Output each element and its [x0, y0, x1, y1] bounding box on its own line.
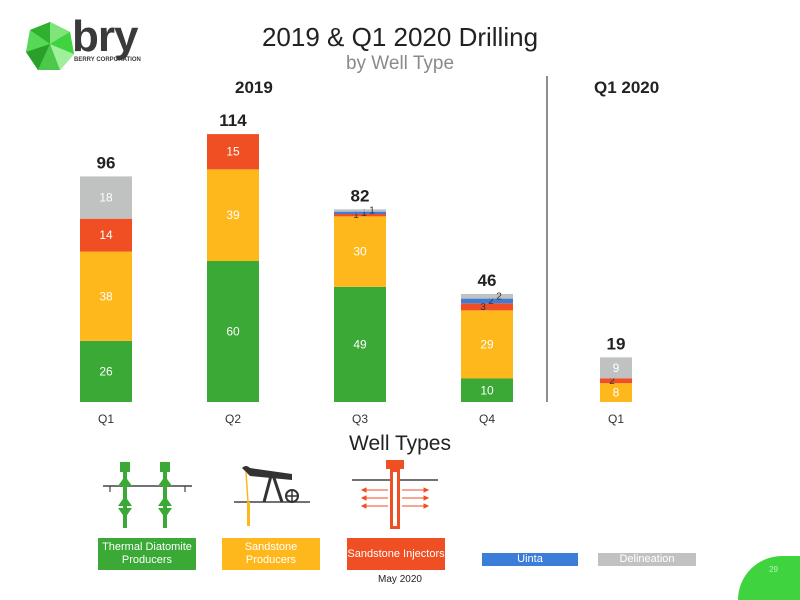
- data-label-delineation-4: 9: [613, 361, 620, 375]
- data-label-thermal-0: 26: [99, 364, 113, 378]
- thermal-diatomite-icon: [103, 462, 192, 528]
- total-label-1: 114: [219, 111, 247, 130]
- tick-label-1: Q2: [225, 412, 241, 426]
- bar-segment-sandstone-1: [207, 169, 259, 261]
- bar-segment-delineation-2: [334, 209, 386, 212]
- bar-segment-sandstone-3: [461, 310, 513, 379]
- legend-sandstone-producers: Sandstone Producers: [222, 538, 320, 570]
- data-label-sandstone-2: 30: [353, 245, 367, 259]
- total-label-2: 82: [351, 186, 370, 205]
- bar-segment-sandstone-2: [334, 216, 386, 287]
- footer-date: May 2020: [378, 574, 422, 585]
- data-label-sandstone-3: 29: [480, 337, 494, 351]
- group-label-2019: 2019: [235, 78, 273, 97]
- bar-segment-uinta-3: [461, 298, 513, 304]
- total-label-0: 96: [97, 153, 116, 172]
- data-label-delineation-2: 1: [369, 205, 375, 216]
- berry-logo: [26, 22, 74, 70]
- bar-segment-injectors-3: [461, 303, 513, 311]
- total-label-3: 46: [478, 271, 497, 290]
- bar-segment-uinta-2: [334, 211, 386, 214]
- tick-label-3: Q4: [479, 412, 495, 426]
- tick-label-0: Q1: [98, 412, 114, 426]
- group-label-q1-2020: Q1 2020: [594, 78, 660, 97]
- well-types-title: Well Types: [349, 432, 451, 455]
- page-number: 29: [769, 565, 778, 574]
- logo-wordmark: bry: [72, 12, 138, 61]
- tick-label-4: Q1: [608, 412, 624, 426]
- data-label-injectors-3: 3: [480, 302, 486, 313]
- bar-segment-delineation-3: [461, 293, 513, 299]
- data-label-injectors-0: 14: [99, 228, 113, 242]
- data-label-sandstone-0: 38: [99, 289, 113, 303]
- data-label-injectors-1: 15: [226, 145, 240, 159]
- bar-segment-injectors-0: [80, 218, 132, 252]
- data-label-uinta-3: 2: [488, 296, 494, 307]
- bar-segment-sandstone-4: [600, 383, 632, 402]
- logo-subtitle: BERRY CORPORATION: [74, 57, 141, 63]
- data-label-sandstone-4: 8: [613, 386, 620, 400]
- legend-thermal: Thermal Diatomite Producers: [98, 538, 196, 570]
- legend-delineation: Delineation: [598, 553, 696, 566]
- bar-segment-delineation-0: [80, 176, 132, 219]
- data-label-thermal-1: 60: [226, 325, 240, 339]
- chart-subtitle: by Well Type: [345, 53, 455, 74]
- bar-segment-delineation-4: [600, 357, 632, 379]
- legend-sandstone-injectors: Sandstone Injectors: [347, 538, 445, 570]
- bar-segment-thermal-3: [461, 378, 513, 402]
- bar-segment-injectors-4: [600, 378, 632, 384]
- data-label-delineation-3: 2: [496, 291, 502, 302]
- injector-icon: [352, 460, 438, 529]
- chart-title: 2019 & Q1 2020 Drilling: [261, 22, 539, 52]
- pumpjack-icon: [234, 466, 310, 526]
- data-label-thermal-2: 49: [353, 337, 367, 351]
- bar-segment-thermal-1: [207, 261, 259, 402]
- data-label-delineation-0: 18: [99, 191, 113, 205]
- legend-uinta: Uinta: [482, 553, 578, 566]
- data-label-injectors-4: 2: [609, 376, 615, 387]
- bar-segment-injectors-2: [334, 214, 386, 217]
- bar-segment-injectors-1: [207, 134, 259, 170]
- data-label-thermal-3: 10: [480, 383, 494, 397]
- bar-segment-sandstone-0: [80, 251, 132, 341]
- data-label-sandstone-1: 39: [226, 208, 240, 222]
- bar-segment-thermal-2: [334, 286, 386, 402]
- data-label-uinta-2: 1: [361, 208, 367, 219]
- tick-label-2: Q3: [352, 412, 368, 426]
- bar-segment-thermal-0: [80, 340, 132, 402]
- total-label-4: 19: [607, 334, 626, 353]
- data-label-injectors-2: 1: [353, 210, 359, 221]
